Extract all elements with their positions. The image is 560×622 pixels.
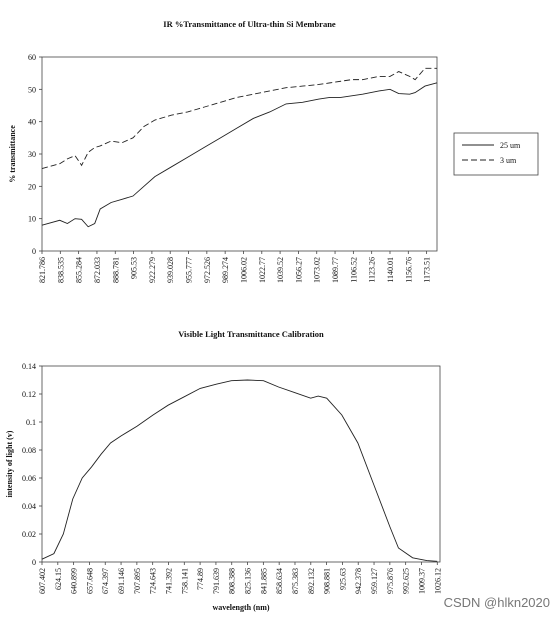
watermark: CSDN @hlkn2020 <box>444 595 550 610</box>
y-tick-label: 50 <box>28 85 36 94</box>
y-tick-label: 0.04 <box>22 502 36 511</box>
x-tick-label: 1106.52 <box>349 257 358 283</box>
x-tick-label: 674.397 <box>101 568 110 594</box>
x-tick-label: 892.132 <box>307 568 316 594</box>
y-tick-label: 0 <box>32 247 36 256</box>
x-tick-label: 825.136 <box>244 568 253 594</box>
x-tick-label: 741.392 <box>164 568 173 594</box>
x-tick-label: 1056.27 <box>294 257 303 283</box>
x-tick-label: 707.895 <box>133 568 142 594</box>
x-tick-label: 1073.02 <box>313 257 322 283</box>
legend-label: 3 um <box>500 156 517 165</box>
legend-box <box>453 132 539 176</box>
x-tick-label: 922.279 <box>148 257 157 283</box>
x-tick-label: 959.127 <box>370 568 379 594</box>
x-tick-label: 858.634 <box>275 568 284 594</box>
x-tick-label: 774.89 <box>196 568 205 590</box>
plot-frame <box>41 365 441 563</box>
x-axis-label: wavelength (nm) <box>212 603 269 612</box>
x-tick-label: 975.876 <box>386 568 395 594</box>
y-tick-label: 10 <box>28 215 36 224</box>
x-tick-label: 1140.01 <box>386 257 395 283</box>
y-axis-label: intensity of light (v) <box>5 430 14 497</box>
chart-title: Visible Light Transmittance Calibration <box>178 329 324 339</box>
x-tick-label: 624.15 <box>54 568 63 590</box>
y-tick-label: 0.1 <box>26 418 36 427</box>
x-tick-label: 855.284 <box>75 257 84 283</box>
x-tick-label: 925.63 <box>338 568 347 590</box>
data-line <box>41 82 438 228</box>
x-tick-label: 908.881 <box>323 568 332 594</box>
y-tick-label: 0.08 <box>22 446 36 455</box>
chart-title: IR %Transmittance of Ultra-thin Si Membr… <box>163 19 336 29</box>
x-tick-label: 888.781 <box>111 257 120 283</box>
x-tick-label: 657.648 <box>85 568 94 594</box>
x-tick-label: 972.526 <box>203 257 212 283</box>
x-tick-label: 939.028 <box>166 257 175 283</box>
x-tick-label: 905.53 <box>130 257 139 279</box>
x-tick-label: 1006.02 <box>239 257 248 283</box>
y-tick-label: 40 <box>28 118 36 127</box>
x-tick-label: 1123.26 <box>368 257 377 283</box>
x-tick-label: 808.388 <box>228 568 237 594</box>
legend-label: 25 um <box>500 141 521 150</box>
x-tick-label: 691.146 <box>117 568 126 594</box>
x-tick-label: 955.777 <box>185 257 194 283</box>
y-tick-label: 0 <box>32 558 36 567</box>
x-tick-label: 640.899 <box>70 568 79 594</box>
x-tick-label: 1026.12 <box>433 568 442 594</box>
y-tick-label: 0.12 <box>22 390 36 399</box>
x-tick-label: 1009.37 <box>417 568 426 594</box>
x-tick-label: 1173.51 <box>423 257 432 283</box>
x-tick-label: 942.378 <box>354 568 363 594</box>
x-tick-label: 1022.77 <box>258 257 267 283</box>
x-tick-label: 838.535 <box>56 257 65 283</box>
y-tick-label: 20 <box>28 182 36 191</box>
x-tick-label: 875.383 <box>291 568 300 594</box>
x-tick-label: 607.402 <box>38 568 47 594</box>
plot-frame <box>41 56 438 252</box>
x-tick-label: 758.141 <box>180 568 189 594</box>
y-tick-label: 0.02 <box>22 530 36 539</box>
x-tick-label: 841.885 <box>259 568 268 594</box>
x-tick-label: 989.274 <box>221 257 230 283</box>
x-tick-label: 1156.76 <box>404 257 413 283</box>
y-axis-label: % transmittance <box>8 125 17 183</box>
x-tick-label: 992.625 <box>402 568 411 594</box>
y-tick-label: 0.14 <box>22 362 36 371</box>
x-tick-label: 724.643 <box>149 568 158 594</box>
y-tick-label: 30 <box>28 150 36 159</box>
data-line <box>41 67 437 169</box>
x-tick-label: 1039.52 <box>276 257 285 283</box>
x-tick-label: 821.786 <box>38 257 47 283</box>
x-tick-label: 1089.77 <box>331 257 340 283</box>
x-tick-label: 791.639 <box>212 568 221 594</box>
y-tick-label: 60 <box>28 53 36 62</box>
y-tick-label: 0.06 <box>22 474 36 483</box>
x-tick-label: 872.033 <box>93 257 102 283</box>
data-line <box>41 379 438 562</box>
